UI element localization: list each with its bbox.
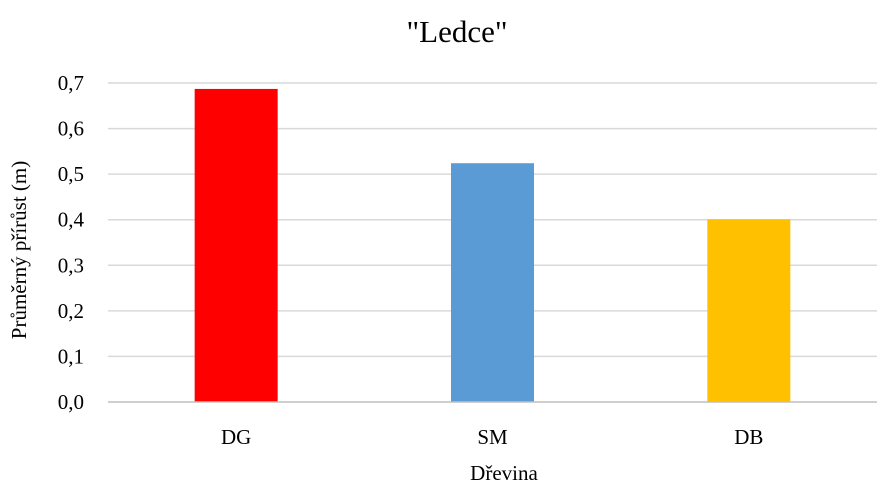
bar-db [707,219,791,402]
x-axis-label: Dřevina [470,461,538,482]
y-tick-label: 0,2 [58,299,84,323]
y-axis-label: Průměrný přírůst (m) [7,161,31,339]
bar-dg [194,88,278,402]
y-tick-label: 0,4 [58,208,85,232]
y-tick-label: 0,7 [58,71,84,95]
y-tick-label: 0,1 [58,344,84,368]
x-tick-label: DB [734,425,763,449]
bar-sm [451,163,534,402]
y-axis-ticks: 0,0 0,1 0,2 0,3 0,4 0,5 0,6 0,7 [58,71,85,414]
chart-title: "Ledce" [406,14,507,49]
x-axis-ticks: DG SM DB [221,425,763,449]
y-tick-label: 0,6 [58,117,84,141]
y-tick-label: 0,0 [58,390,84,414]
x-tick-label: SM [477,425,508,449]
y-tick-label: 0,5 [58,162,84,186]
x-tick-label: DG [221,425,251,449]
y-tick-label: 0,3 [58,253,84,277]
bars [194,88,791,402]
